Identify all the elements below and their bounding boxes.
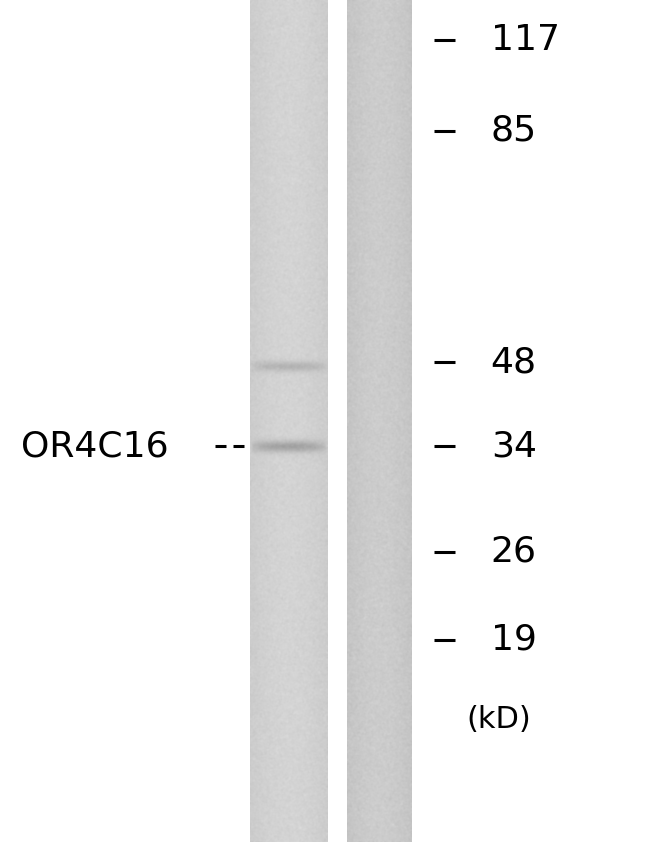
Text: 48: 48 [491, 345, 537, 379]
Text: OR4C16: OR4C16 [21, 429, 169, 463]
Text: 34: 34 [491, 429, 537, 463]
Text: 19: 19 [491, 623, 537, 657]
Text: 26: 26 [491, 535, 537, 568]
Text: 117: 117 [491, 24, 560, 57]
Text: (kD): (kD) [467, 706, 532, 734]
Text: 85: 85 [491, 114, 537, 147]
